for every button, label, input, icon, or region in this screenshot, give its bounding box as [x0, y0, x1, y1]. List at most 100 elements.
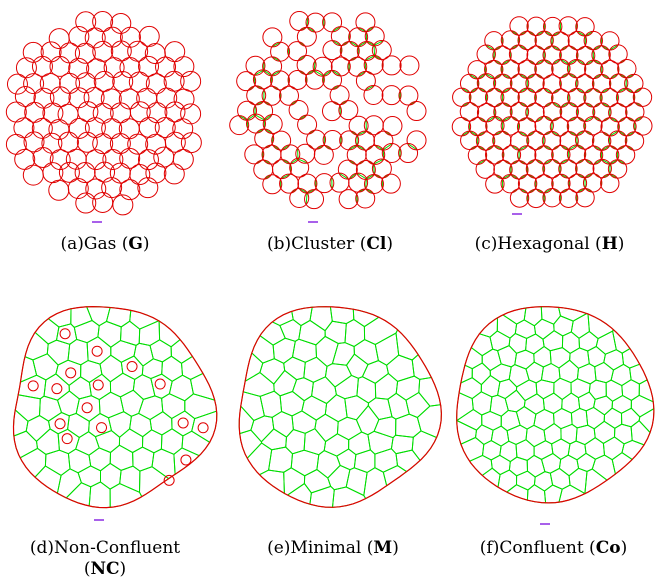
cell [381, 142, 402, 163]
cell [468, 116, 488, 137]
cell [493, 102, 513, 122]
cell [6, 73, 28, 95]
cell-junction [535, 115, 544, 123]
cell [324, 320, 347, 345]
cell [632, 87, 653, 107]
cell [304, 189, 325, 210]
cell-junction [609, 173, 618, 179]
cell-junction [366, 26, 375, 33]
cell-junction [626, 145, 634, 151]
gap-hole [51, 383, 63, 395]
caption-confluent: (f)Confluent (Co) [479, 538, 628, 558]
cell [534, 174, 554, 194]
cell [395, 375, 421, 401]
cell [14, 148, 36, 170]
cell [180, 103, 202, 125]
cell-junction [560, 58, 570, 65]
cell-junction [485, 73, 495, 80]
gap-hole [81, 402, 93, 414]
caption-hexagonal: (c)Hexagonal (H) [474, 234, 625, 254]
cell-junction [626, 73, 635, 79]
cell [22, 41, 44, 63]
cell [107, 411, 132, 438]
cell [314, 173, 335, 194]
cell [110, 339, 137, 363]
cell [23, 73, 45, 95]
cell [492, 130, 512, 151]
cell [57, 131, 79, 153]
cell [560, 423, 578, 445]
cell-junction [634, 87, 643, 94]
cell [94, 430, 121, 454]
cell [381, 55, 402, 76]
cell-junction [560, 102, 570, 108]
cell-junction [253, 75, 256, 85]
cell-junction [469, 130, 479, 137]
cluster-tissue-diagram [229, 11, 427, 223]
cell [484, 87, 505, 108]
cell [97, 320, 122, 348]
cell [65, 148, 87, 170]
cell-junction [468, 73, 478, 80]
cell-junction [365, 54, 376, 61]
cell [129, 412, 153, 438]
cell [525, 424, 547, 448]
gap-hole [91, 345, 103, 357]
cell-junction [576, 30, 586, 37]
cell-junction [382, 149, 385, 159]
cell [471, 362, 491, 386]
cell [355, 70, 376, 91]
cell-junction [568, 144, 578, 151]
cell [43, 373, 70, 401]
cell-junction [238, 115, 248, 121]
cell-junction [373, 44, 376, 57]
cell [613, 423, 633, 445]
cell-junction [246, 119, 249, 129]
cell [534, 59, 554, 79]
cell [509, 160, 529, 180]
cell [322, 129, 343, 150]
cell [322, 69, 343, 90]
cell [321, 101, 342, 122]
panel-non-confluent: (d)Non-Confluent (NC) [0, 288, 220, 586]
cell [331, 342, 355, 366]
cell [517, 59, 537, 79]
cell [593, 420, 616, 444]
cell [553, 377, 572, 401]
cell-junction [282, 159, 291, 165]
cell [336, 416, 363, 441]
cell [5, 133, 27, 155]
cell [468, 87, 489, 107]
cell-junction [255, 101, 264, 106]
cell [355, 404, 380, 436]
cell [173, 447, 201, 476]
caption-cluster-label: (b) [267, 234, 292, 254]
cell-junction [568, 59, 578, 65]
cell-junction [593, 73, 602, 80]
panel-cluster: (b)Cluster (Cl) [220, 0, 440, 270]
cell [269, 70, 290, 91]
cell [59, 72, 81, 94]
cell [630, 394, 655, 418]
cell [138, 55, 160, 77]
cell-junction [364, 61, 367, 71]
cell [382, 465, 408, 487]
cell [363, 54, 384, 75]
cell [534, 30, 554, 51]
cell [119, 179, 141, 201]
cell [258, 469, 285, 495]
caption-hexagonal-name: Hexagonal [497, 234, 590, 254]
cell [32, 146, 54, 168]
cell [485, 174, 505, 194]
cell [542, 187, 562, 208]
cell [331, 486, 367, 508]
confluent-tissue-diagram [455, 306, 655, 525]
cell-junction [517, 122, 520, 131]
cell-junction [601, 73, 610, 80]
cell-junction [585, 159, 594, 165]
cell-junction [256, 128, 265, 134]
cell [262, 114, 283, 135]
cell [118, 118, 140, 140]
cell [297, 114, 318, 135]
cell [129, 101, 151, 123]
